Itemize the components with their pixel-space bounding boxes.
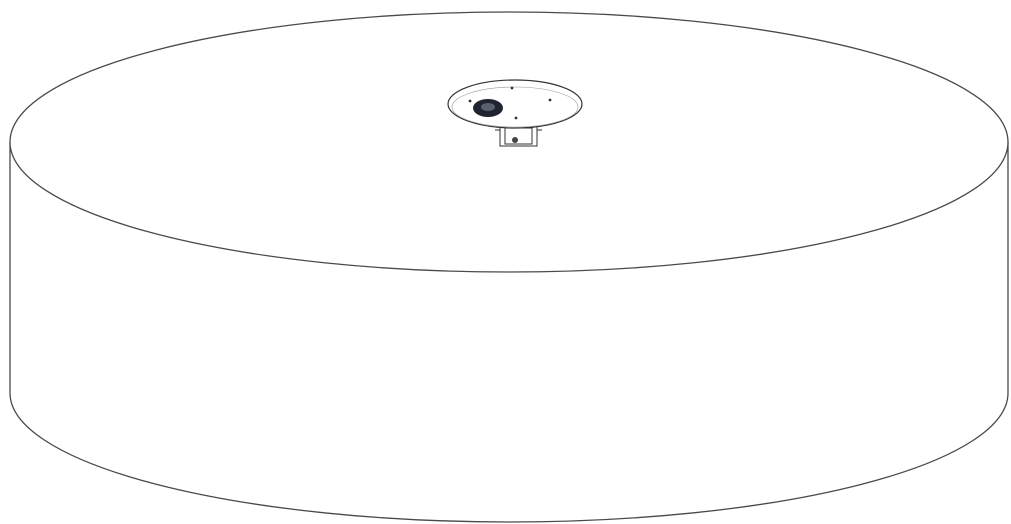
plate-hole bbox=[468, 99, 472, 103]
plate-hole bbox=[548, 98, 552, 102]
mount-device bbox=[447, 79, 583, 147]
bracket-screw bbox=[512, 137, 518, 143]
bracket-inner bbox=[504, 127, 533, 145]
cylinder-side bbox=[9, 142, 1009, 523]
plate-hole bbox=[514, 116, 518, 120]
plate-hole bbox=[510, 86, 514, 90]
connector-core bbox=[481, 103, 495, 111]
plate-rim bbox=[451, 86, 579, 128]
